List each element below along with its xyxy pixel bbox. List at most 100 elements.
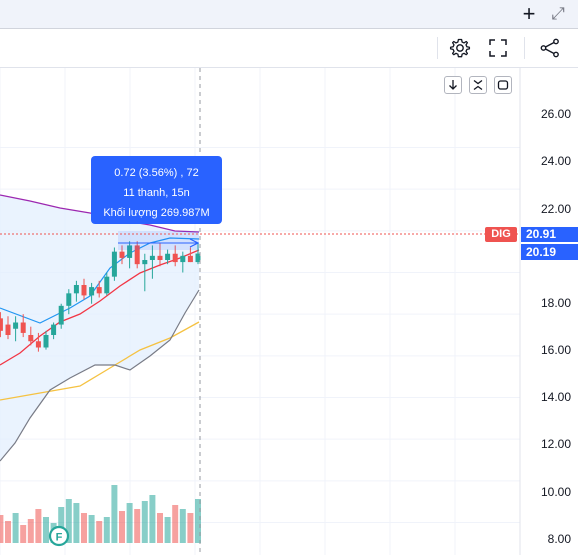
candle-body [165,253,171,260]
candle-body [5,324,11,335]
volume-bar [172,505,179,543]
toggle-view-button[interactable] [494,76,512,94]
candle [73,280,79,302]
candle [0,312,3,338]
candle-body [104,276,110,294]
candle [157,243,163,267]
chart-toolbar [0,28,578,68]
volume-bar [164,517,171,543]
candle [111,247,117,281]
last-price-tag: 20.91 [521,227,578,242]
price-tick: 18.00 [540,296,571,310]
candle [149,245,155,279]
price-tick: 24.00 [540,154,571,168]
candle [28,326,34,346]
candle [35,332,41,352]
candle [180,251,186,273]
candle [51,322,57,340]
candle [13,316,19,342]
candle [58,303,64,329]
volume-bar [88,515,95,543]
candle-body [180,255,186,263]
price-tick: 16.00 [540,343,571,357]
window-top-bar: + ⤢ [0,0,578,28]
candle-body [35,341,41,348]
expand-icon: ⤢ [551,4,565,23]
measure-range [118,231,200,250]
volume-bar [187,513,194,543]
measure-tooltip: 0.72 (3.56%) , 72 11 thanh, 15n Khối lượ… [91,156,222,224]
candle-body [13,322,19,329]
plus-icon: + [522,1,536,26]
candle [20,314,26,338]
volume-bar [157,513,163,543]
price-tick: 12.00 [540,437,571,451]
tooltip-volume: Khối lượng 269.987M [103,207,210,219]
candle [89,282,95,304]
candle-body [157,255,163,260]
price-chart[interactable]: F [0,68,578,555]
toolbar-divider [437,37,438,59]
candle [43,330,49,350]
volume-bar [0,515,4,543]
candle-body [111,251,117,277]
volume-bar [119,511,125,543]
fullscreen-button[interactable] [485,35,511,61]
collapse-button[interactable] [469,76,487,94]
candle-body [172,253,178,263]
volume-bar [20,525,27,543]
toolbar-divider [524,37,525,59]
price-tick: 8.00 [547,532,571,546]
volume-bar [134,509,141,543]
volume-bar [195,499,201,543]
volume-bar [43,517,49,543]
volume-bar [149,495,156,543]
candle-body [73,285,79,294]
candle-body [149,255,155,260]
candle-body [134,245,140,265]
price-tick: 14.00 [540,390,571,404]
bollinger-band-fill [0,195,199,461]
candle-body [28,335,34,342]
add-chart-button[interactable]: + [518,3,540,25]
candle [134,241,140,269]
tooltip-bars: 11 thanh, 15n [123,187,190,199]
scroll-down-button[interactable] [444,76,462,94]
volume-bar [103,517,110,543]
toggle-icon [497,80,509,90]
volume-bar [58,507,65,543]
candle [142,253,148,292]
candlestick-series [0,241,201,352]
arrow-down-icon [449,80,457,90]
candle-body [96,287,102,294]
candle [104,272,110,296]
settings-button[interactable] [447,35,473,61]
price-tick: 22.00 [540,202,571,216]
candle [81,278,87,300]
share-icon [540,38,559,58]
tooltip-change: 0.72 (3.56%) , 72 [114,167,199,179]
candle [66,289,72,315]
candle [195,243,201,265]
share-button[interactable] [537,35,563,61]
price-tick: 10.00 [540,485,571,499]
volume-bar [126,503,133,543]
volume-bars [0,485,201,543]
volume-bar [96,521,103,543]
financial-badge[interactable]: F [48,525,70,547]
volume-bar [141,501,148,543]
volume-bar [179,509,186,543]
candle-body [58,305,64,325]
candle-body [51,324,57,335]
volume-bar [111,485,118,543]
candle-body [0,318,3,331]
candle-body [187,255,193,263]
expand-window-button[interactable]: ⤢ [547,3,569,25]
candle [187,247,193,263]
candle-body [89,287,95,296]
candle-body [43,335,49,348]
fullscreen-icon [489,39,507,57]
candle [165,249,171,265]
ma-price-tag: 20.19 [521,244,578,260]
lower-band-line [0,289,200,462]
